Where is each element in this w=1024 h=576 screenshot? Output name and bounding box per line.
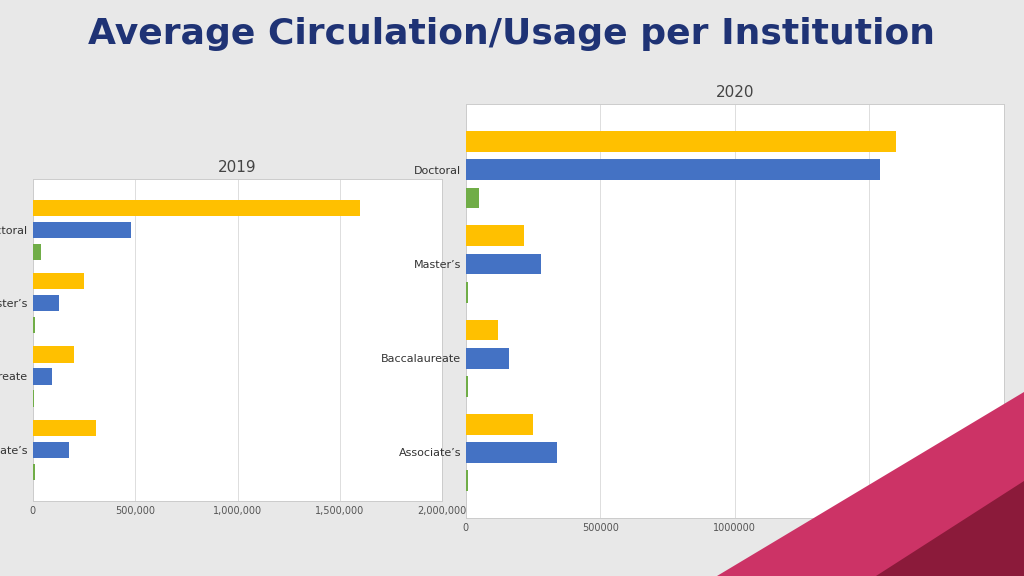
Bar	[466, 471, 468, 491]
Bar	[33, 273, 84, 289]
Bar	[33, 317, 35, 334]
Bar	[33, 442, 69, 458]
Bar	[466, 376, 468, 397]
Legend: E-serials, E-books, Physical Items: E-serials, E-books, Physical Items	[112, 574, 364, 576]
Bar	[466, 188, 479, 209]
Bar	[33, 222, 131, 238]
Bar	[466, 320, 498, 340]
Bar	[466, 282, 468, 302]
Bar	[33, 420, 96, 436]
Text: Average Circulation/Usage per Institution: Average Circulation/Usage per Institutio…	[88, 17, 936, 51]
Bar	[33, 369, 52, 385]
Bar	[33, 464, 35, 480]
Bar	[33, 346, 74, 362]
Bar	[33, 244, 41, 260]
Title: 2019: 2019	[218, 160, 257, 175]
Bar	[466, 348, 509, 369]
Bar	[466, 225, 523, 246]
Bar	[33, 200, 360, 216]
Bar	[466, 160, 880, 180]
Bar	[466, 253, 541, 274]
Bar	[466, 131, 896, 151]
Bar	[33, 295, 59, 311]
Title: 2020: 2020	[716, 85, 754, 100]
Bar	[33, 391, 35, 407]
Bar	[466, 414, 534, 434]
Bar	[466, 442, 557, 463]
